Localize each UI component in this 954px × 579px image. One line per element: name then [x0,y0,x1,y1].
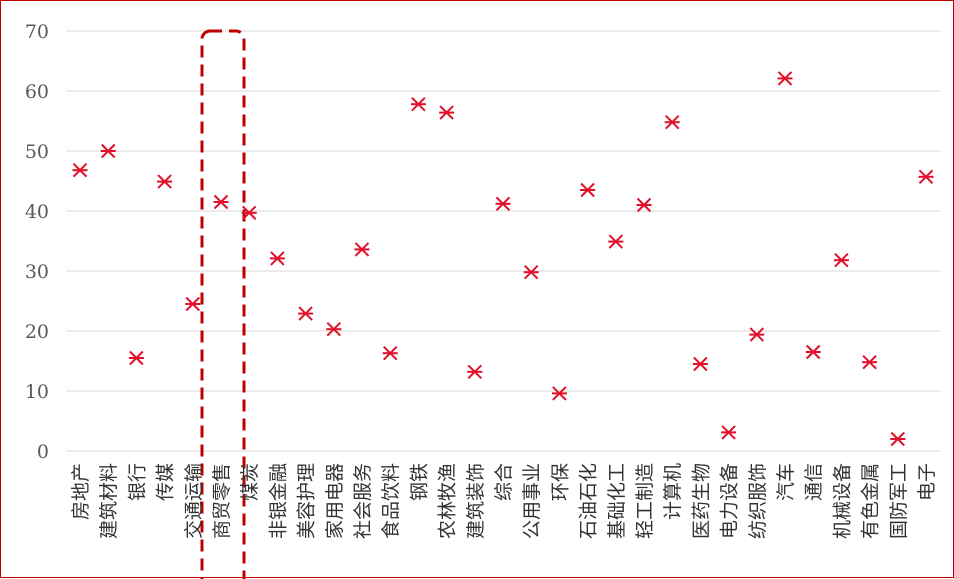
y-tick-label: 60 [25,81,49,103]
data-point [608,234,624,249]
data-point [185,296,201,312]
x-category-label: 建筑材料 [98,463,120,539]
y-tick-label: 0 [37,441,49,463]
data-point [636,197,652,213]
highlight-group [200,29,246,579]
x-category-label: 银行 [126,463,148,501]
data-point [269,251,285,266]
data-point [100,143,116,159]
data-point [862,354,878,370]
x-category-label: 钢铁 [408,463,430,501]
data-point [354,242,370,257]
data-point [664,114,680,130]
x-category-label: 美容护理 [296,463,318,539]
data-point [326,321,342,337]
y-tick-label: 20 [25,321,49,343]
x-category-label: 煤炭 [239,463,261,501]
x-category-label: 交通运输 [183,463,205,539]
data-point [918,169,934,185]
x-category-label: 石油石化 [578,463,600,539]
data-point [805,344,821,360]
data-markers [72,71,934,447]
data-point [241,205,257,221]
x-category-label: 家用电器 [324,463,346,539]
data-point [157,174,173,189]
x-category-label: 机械设备 [831,463,853,539]
x-category-label: 食品饮料 [380,463,402,539]
data-point [298,306,314,321]
x-category-label: 通信 [803,463,825,501]
gridlines [66,30,941,452]
y-tick-label: 70 [25,21,49,43]
x-category-label: 社会服务 [352,463,374,539]
x-category-label: 汽车 [775,463,797,501]
data-point [467,364,483,380]
data-point [551,386,567,401]
x-category-label: 综合 [493,463,515,501]
data-point [749,327,765,342]
x-category-label: 有色金属 [860,463,882,539]
x-category-label: 基础化工 [606,463,628,539]
x-category-label: 公用事业 [521,463,543,539]
x-category-label: 电子 [916,463,938,501]
x-category-label: 商贸零售 [211,463,233,539]
y-tick-label: 30 [25,261,49,283]
x-category-label: 建筑装饰 [465,463,487,539]
x-category-label: 医药生物 [690,463,712,539]
y-tick-label: 50 [25,141,49,163]
data-point [213,194,229,210]
data-point [890,431,906,447]
y-axis-tick-labels: 0 10 20 30 40 50 60 70 [25,21,49,463]
x-category-label: 纺织服饰 [747,463,769,539]
x-category-label: 电力设备 [719,463,741,539]
x-category-label: 计算机 [662,463,684,520]
data-point [495,196,511,212]
data-point [692,356,708,372]
y-tick-label: 10 [25,381,49,403]
x-category-label: 国防军工 [888,463,910,539]
data-point [72,162,88,178]
data-point [580,182,596,198]
x-category-label: 非银金融 [267,463,289,539]
x-category-label: 传媒 [155,463,177,501]
highlight-box [200,29,246,579]
x-category-label: 环保 [549,463,571,501]
data-point [721,425,737,440]
data-point [382,345,398,361]
x-category-label: 轻工制造 [634,463,656,539]
data-point [439,105,455,120]
data-point [833,252,849,268]
x-category-label: 农林牧渔 [437,463,459,539]
data-point [523,264,539,280]
data-point [128,350,144,366]
data-point [777,71,793,86]
x-category-label: 房地产 [70,463,92,520]
x-axis-category-labels: 房地产 建筑材料 银行 传媒 交通运输 商贸零售 煤炭 非银金融 美容护理 家用电器 社会服务 食品饮… [70,463,938,539]
data-point [410,96,426,112]
y-tick-label: 40 [25,201,49,223]
